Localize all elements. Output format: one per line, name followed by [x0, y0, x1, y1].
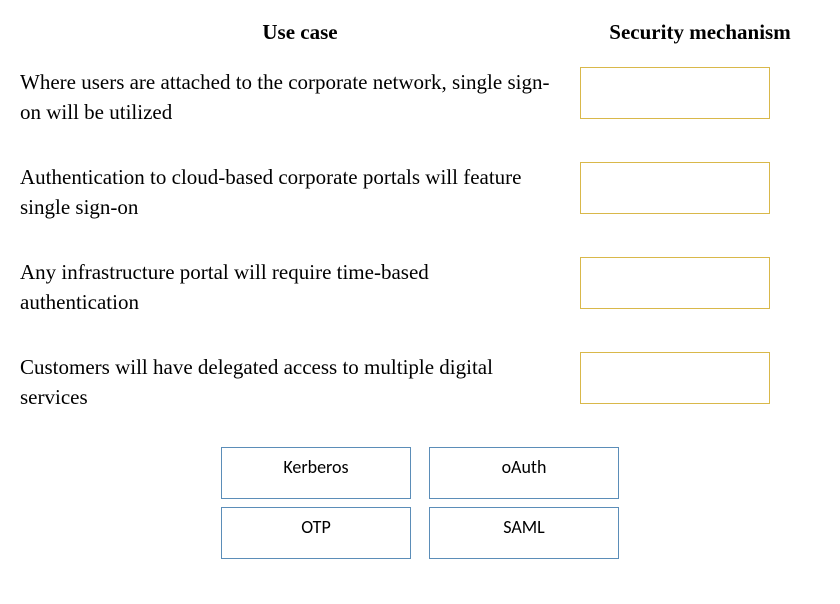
header-security-mechanism: Security mechanism [580, 20, 820, 45]
options-row-2: OTP SAML [221, 507, 619, 559]
row-2: Authentication to cloud-based corporate … [20, 162, 820, 223]
row-4: Customers will have delegated access to … [20, 352, 820, 413]
row-1: Where users are attached to the corporat… [20, 67, 820, 128]
option-kerberos[interactable]: Kerberos [221, 447, 411, 499]
use-case-4: Customers will have delegated access to … [20, 352, 580, 413]
use-case-2: Authentication to cloud-based corporate … [20, 162, 580, 223]
row-3: Any infrastructure portal will require t… [20, 257, 820, 318]
header-row: Use case Security mechanism [20, 20, 820, 45]
option-oauth[interactable]: oAuth [429, 447, 619, 499]
option-saml[interactable]: SAML [429, 507, 619, 559]
header-use-case: Use case [20, 20, 580, 45]
drop-slot-3[interactable] [580, 257, 770, 309]
drop-slot-2[interactable] [580, 162, 770, 214]
drop-slot-1[interactable] [580, 67, 770, 119]
use-case-3: Any infrastructure portal will require t… [20, 257, 580, 318]
drop-slot-4[interactable] [580, 352, 770, 404]
options-area: Kerberos oAuth OTP SAML [20, 447, 820, 567]
options-row-1: Kerberos oAuth [221, 447, 619, 499]
use-case-1: Where users are attached to the corporat… [20, 67, 580, 128]
option-otp[interactable]: OTP [221, 507, 411, 559]
